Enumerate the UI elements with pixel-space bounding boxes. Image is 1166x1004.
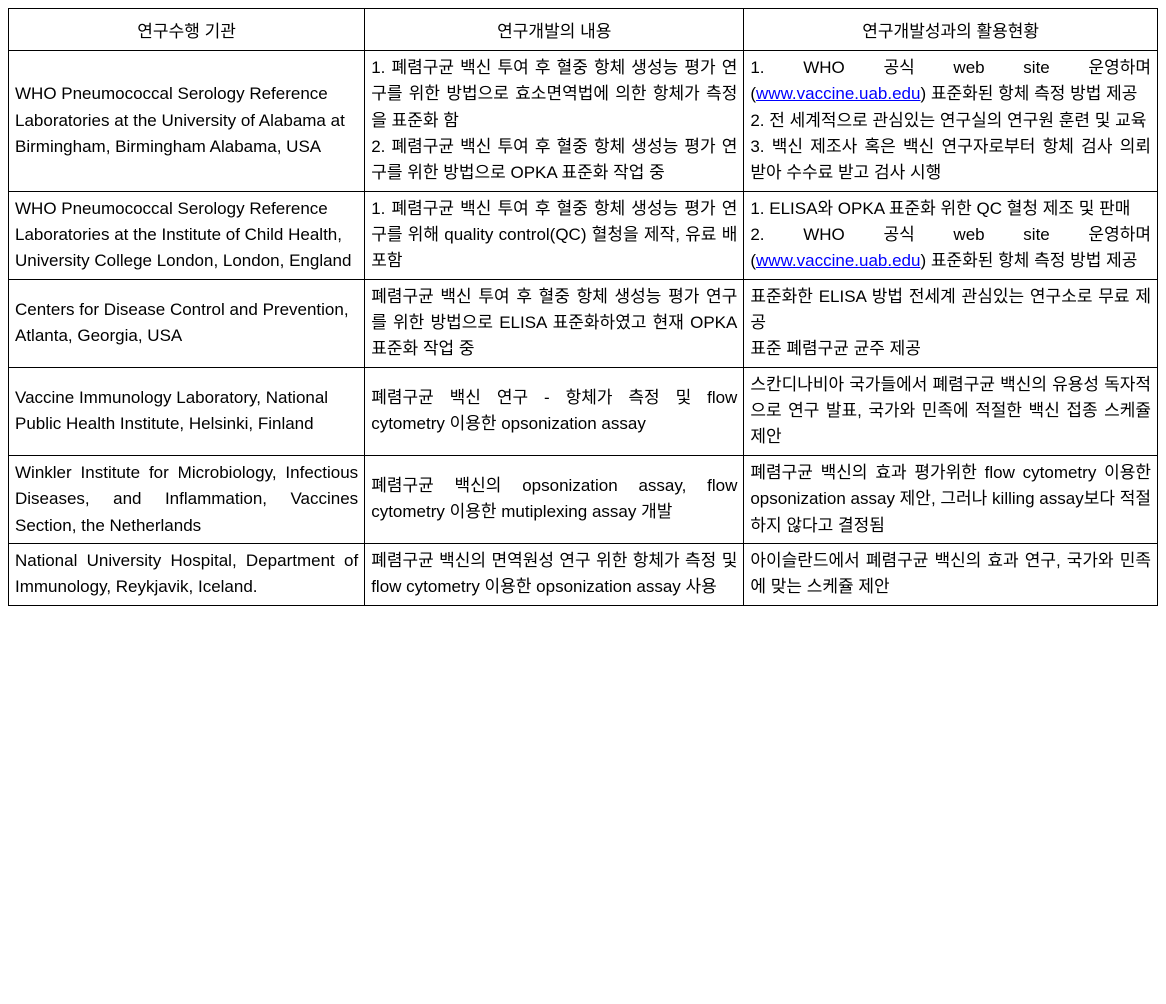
cell-results: 1. ELISA와 OPKA 표준화 위한 QC 혈청 제조 및 판매2. WH… — [744, 191, 1158, 279]
cell-org: Vaccine Immunology Laboratory, National … — [9, 367, 365, 455]
cell-org: Winkler Institute for Microbiology, Infe… — [9, 455, 365, 543]
cell-results: 아이슬란드에서 폐렴구균 백신의 효과 연구, 국가와 민족에 맞는 스케쥴 제… — [744, 543, 1158, 605]
table-row: Vaccine Immunology Laboratory, National … — [9, 367, 1158, 455]
cell-results: 스칸디나비아 국가들에서 폐렴구균 백신의 유용성 독자적으로 연구 발표, 국… — [744, 367, 1158, 455]
table-row: Winkler Institute for Microbiology, Infe… — [9, 455, 1158, 543]
cell-results: 폐렴구균 백신의 효과 평가위한 flow cytometry 이용한 opso… — [744, 455, 1158, 543]
cell-org: WHO Pneumococcal Serology Reference Labo… — [9, 51, 365, 192]
research-table: 연구수행 기관 연구개발의 내용 연구개발성과의 활용현황 WHO Pneumo… — [8, 8, 1158, 606]
col-header-content: 연구개발의 내용 — [365, 9, 744, 51]
cell-content: 1. 폐렴구균 백신 투여 후 혈중 항체 생성능 평가 연구를 위해 qual… — [365, 191, 744, 279]
cell-org: Centers for Disease Control and Preventi… — [9, 279, 365, 367]
external-link[interactable]: www.vaccine.uab.edu — [756, 84, 920, 103]
cell-content: 폐렴구균 백신 연구 - 항체가 측정 및 flow cytometry 이용한… — [365, 367, 744, 455]
cell-results: 1. WHO 공식 web site 운영하며 (www.vaccine.uab… — [744, 51, 1158, 192]
cell-content: 1. 폐렴구균 백신 투여 후 혈중 항체 생성능 평가 연구를 위한 방법으로… — [365, 51, 744, 192]
col-header-results: 연구개발성과의 활용현황 — [744, 9, 1158, 51]
table-row: WHO Pneumococcal Serology Reference Labo… — [9, 191, 1158, 279]
table-row: WHO Pneumococcal Serology Reference Labo… — [9, 51, 1158, 192]
table-row: Centers for Disease Control and Preventi… — [9, 279, 1158, 367]
table-header-row: 연구수행 기관 연구개발의 내용 연구개발성과의 활용현황 — [9, 9, 1158, 51]
external-link[interactable]: www.vaccine.uab.edu — [756, 251, 920, 270]
cell-content: 폐렴구균 백신의 면역원성 연구 위한 항체가 측정 및 flow cytome… — [365, 543, 744, 605]
cell-org: National University Hospital, Department… — [9, 543, 365, 605]
cell-content: 폐렴구균 백신의 opsonization assay, flow cytome… — [365, 455, 744, 543]
cell-org: WHO Pneumococcal Serology Reference Labo… — [9, 191, 365, 279]
col-header-org: 연구수행 기관 — [9, 9, 365, 51]
table-row: National University Hospital, Department… — [9, 543, 1158, 605]
cell-content: 폐렴구균 백신 투여 후 혈중 항체 생성능 평가 연구를 위한 방법으로 EL… — [365, 279, 744, 367]
cell-results: 표준화한 ELISA 방법 전세계 관심있는 연구소로 무료 제공표준 폐렴구균… — [744, 279, 1158, 367]
